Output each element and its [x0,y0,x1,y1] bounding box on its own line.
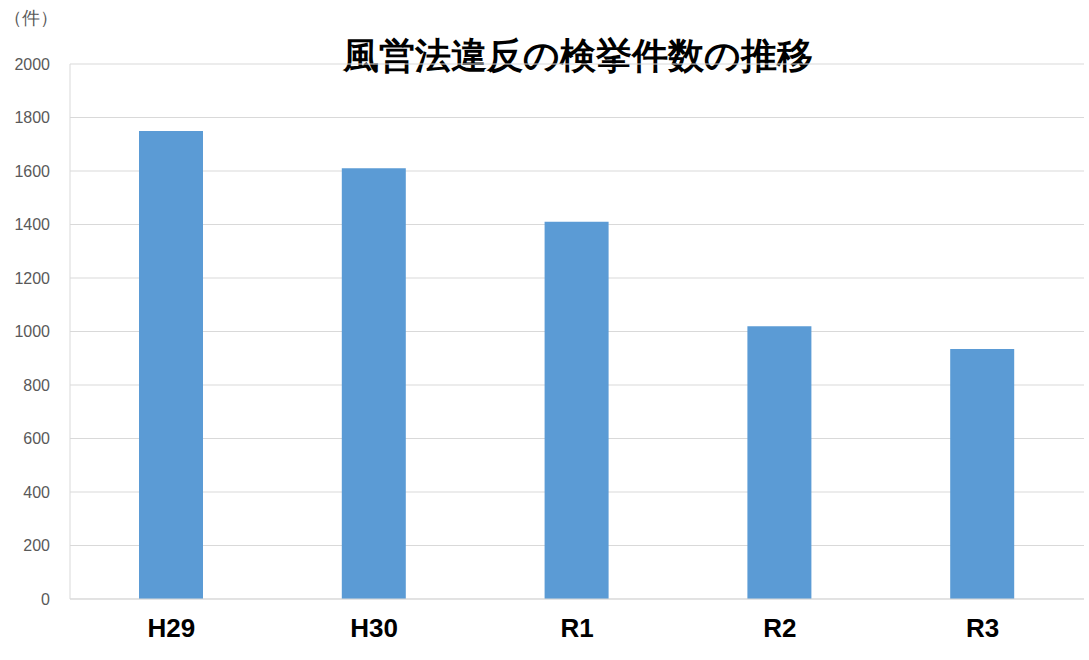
svg-text:H29: H29 [148,613,196,643]
svg-text:400: 400 [23,484,50,501]
svg-text:1200: 1200 [14,270,50,287]
html-text:風営法違反の検挙件数の推移: 風営法違反の検挙件数の推移 [342,35,813,76]
svg-text:200: 200 [23,537,50,554]
html-text:（件）: （件） [4,8,58,28]
svg-text:800: 800 [23,377,50,394]
svg-text:1400: 1400 [14,216,50,233]
svg-text:0: 0 [41,591,50,608]
svg-text:R2: R2 [763,613,796,643]
svg-text:1800: 1800 [14,109,50,126]
svg-text:R3: R3 [966,613,999,643]
svg-text:H30: H30 [350,613,398,643]
svg-text:600: 600 [23,430,50,447]
svg-text:1600: 1600 [14,163,50,180]
svg-text:2000: 2000 [14,56,50,73]
svg-text:1000: 1000 [14,323,50,340]
svg-text:R1: R1 [560,613,593,643]
